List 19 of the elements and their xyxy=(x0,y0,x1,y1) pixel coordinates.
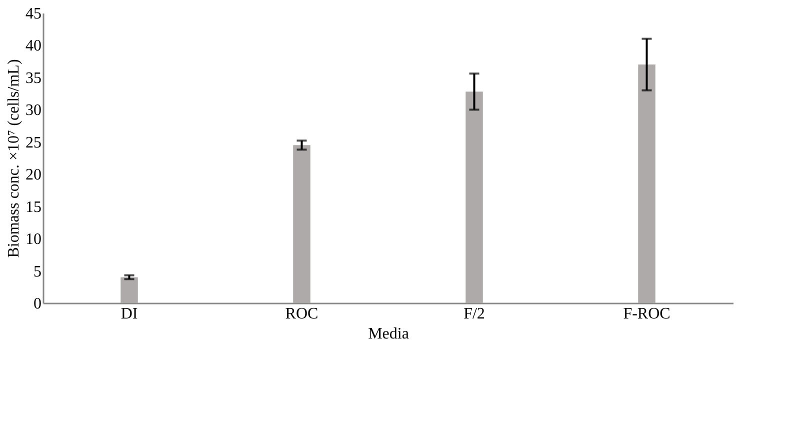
x-tick-label: DI xyxy=(120,306,138,322)
y-tick-label: 25 xyxy=(26,134,42,152)
bar xyxy=(638,64,656,303)
y-tick-label: 40 xyxy=(26,38,42,55)
y-tick-label: 45 xyxy=(26,6,42,22)
y-tick-label: 20 xyxy=(26,166,42,184)
x-tick-label: F-ROC xyxy=(623,306,670,322)
y-tick-label: 15 xyxy=(26,198,42,216)
y-axis-title: Biomass conc. ×10⁷ (cells/mL) xyxy=(6,59,22,258)
y-tick-label: 35 xyxy=(26,70,42,87)
x-tick-label: ROC xyxy=(285,306,318,322)
x-axis-title: Media xyxy=(368,326,409,342)
y-tick-label: 10 xyxy=(26,231,42,248)
bar xyxy=(293,145,310,303)
bar xyxy=(466,92,483,303)
y-tick-label: 30 xyxy=(26,102,42,120)
y-tick-label: 0 xyxy=(34,296,42,312)
x-tick-label: F/2 xyxy=(464,306,485,322)
y-tick-label: 5 xyxy=(34,263,42,280)
